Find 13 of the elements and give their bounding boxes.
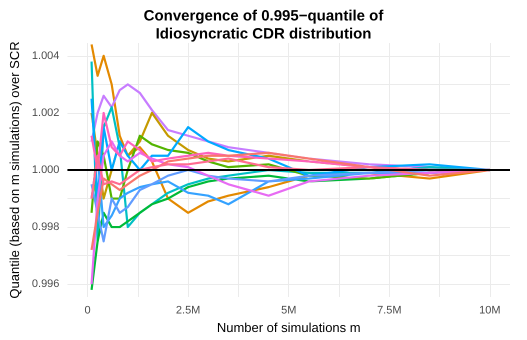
x-tick-label: 0 xyxy=(84,304,91,316)
x-tick-label: 7.5M xyxy=(377,304,402,316)
x-tick-label: 10M xyxy=(479,304,501,316)
y-tick-label: 1.002 xyxy=(32,106,60,119)
y-tick-label: 1.000 xyxy=(32,164,60,176)
y-tick-label: 0.998 xyxy=(32,221,60,234)
chart-title: Convergence of 0.995−quantile of Idiosyncratic CDR distribution xyxy=(144,8,384,42)
x-tick-label: 5M xyxy=(281,304,296,316)
y-tick-label: 0.996 xyxy=(32,278,60,290)
y-tick-label: 1.004 xyxy=(32,50,60,62)
x-axis-title: Number of simulations m xyxy=(216,320,361,335)
x-tick-label: 2.5M xyxy=(176,304,200,316)
y-axis-title: Quantile (based on m simulations) over SCR xyxy=(7,41,22,299)
